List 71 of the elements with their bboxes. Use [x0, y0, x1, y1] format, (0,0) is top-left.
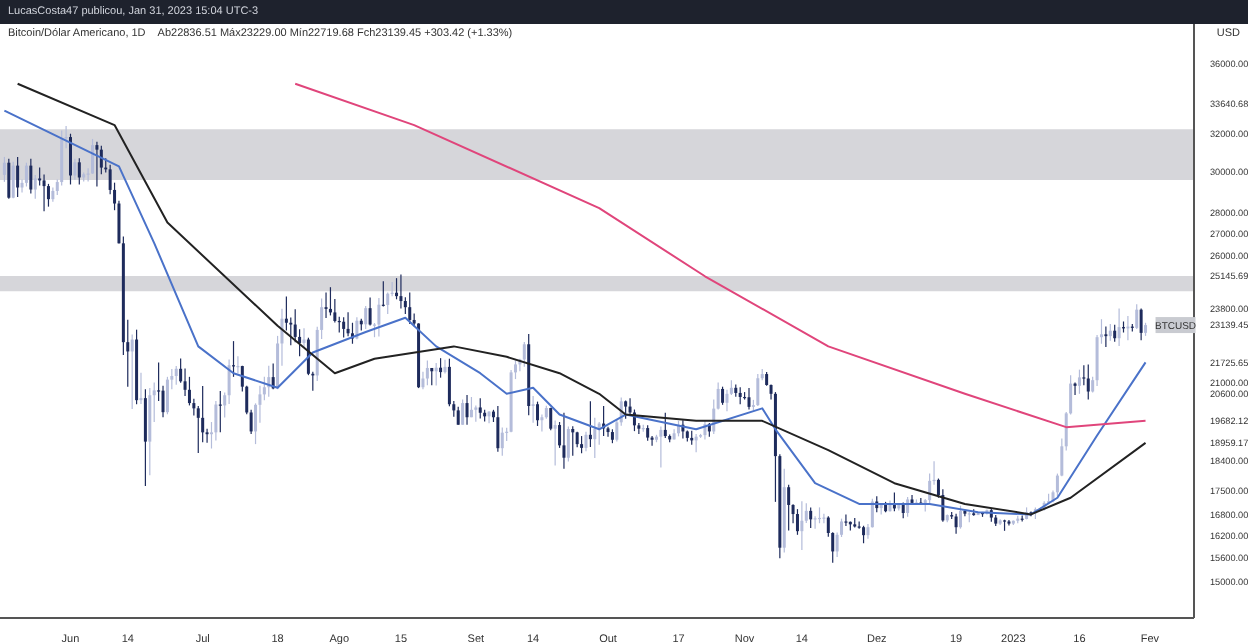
candlestick [324, 291, 328, 319]
candlestick [395, 277, 399, 300]
candlestick [439, 357, 443, 379]
candlestick [954, 513, 958, 535]
candlestick [77, 157, 81, 186]
candlestick [659, 425, 663, 468]
candlestick [328, 286, 332, 317]
candlestick [663, 412, 667, 439]
candlestick [139, 372, 143, 405]
candlestick [571, 425, 575, 457]
candlestick [747, 387, 751, 411]
candlestick [346, 311, 350, 337]
candlestick [7, 158, 11, 200]
candlestick [461, 398, 465, 426]
candlestick [33, 174, 37, 200]
candlestick [1135, 303, 1139, 330]
candlestick [958, 505, 962, 530]
candlestick [496, 405, 500, 453]
candlestick [130, 333, 134, 410]
candlestick [165, 376, 169, 415]
candlestick [536, 401, 540, 427]
candlestick [148, 387, 152, 476]
candlestick [73, 158, 77, 181]
candlestick [399, 273, 403, 310]
candlestick [408, 291, 412, 325]
line-series [294, 82, 1147, 429]
candlestick [531, 395, 535, 424]
candlestick [342, 316, 346, 339]
candlestick [1117, 307, 1121, 347]
candlestick [425, 360, 429, 386]
candlestick [1086, 363, 1090, 401]
candlestick [68, 133, 72, 186]
candlestick [787, 484, 791, 532]
candlestick [721, 386, 725, 406]
candlestick [364, 305, 368, 330]
candlestick [588, 400, 592, 448]
candlestick [1104, 325, 1108, 348]
candlestick [844, 513, 848, 527]
candlestick [478, 397, 482, 420]
candlestick [16, 156, 20, 198]
candlestick [566, 425, 570, 463]
candlestick [143, 388, 147, 487]
candlestick [24, 162, 28, 188]
candlestick [368, 296, 372, 327]
candlestick [377, 297, 381, 338]
candlestick [593, 417, 597, 459]
candlestick [809, 506, 813, 529]
candlestick [187, 376, 191, 407]
candlestick [584, 431, 588, 452]
candlestick [540, 413, 544, 433]
candlestick [500, 426, 504, 457]
candlestick [522, 341, 526, 368]
candlestick [1139, 307, 1143, 341]
candlestick [174, 365, 178, 386]
candlestick [465, 394, 469, 426]
candlestick [42, 173, 46, 212]
candlestick [60, 129, 64, 187]
candlestick [302, 327, 306, 349]
candlestick [756, 373, 760, 407]
candlestick [1077, 369, 1081, 395]
candlestick [795, 508, 799, 536]
candlestick [562, 412, 566, 470]
candlestick [2, 156, 6, 183]
candlestick [11, 161, 15, 199]
candlestick [29, 158, 33, 195]
candlestick [800, 500, 804, 551]
candlestick [624, 399, 628, 420]
candlestick [553, 419, 557, 467]
candlestick [443, 359, 447, 375]
candlestick [95, 141, 99, 188]
candlestick [214, 400, 218, 441]
